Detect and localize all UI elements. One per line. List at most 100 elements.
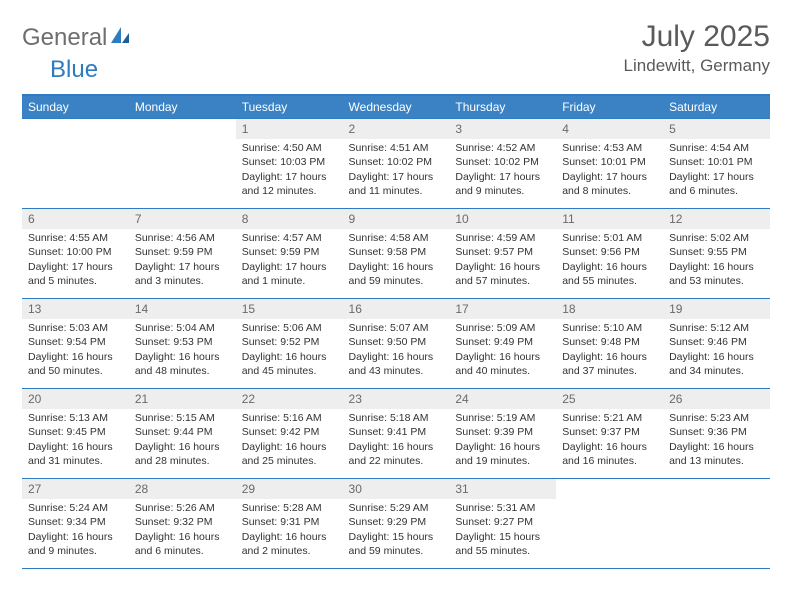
day-cell xyxy=(556,479,663,569)
sunset-line: Sunset: 9:27 PM xyxy=(455,515,550,529)
sunrise-line: Sunrise: 5:04 AM xyxy=(135,321,230,335)
sunrise-line: Sunrise: 5:12 AM xyxy=(669,321,764,335)
daylight-line: Daylight: 16 hours and 34 minutes. xyxy=(669,350,764,378)
daylight-line: Daylight: 16 hours and 57 minutes. xyxy=(455,260,550,288)
week-row: 13Sunrise: 5:03 AMSunset: 9:54 PMDayligh… xyxy=(22,299,770,389)
day-number: 25 xyxy=(556,389,663,409)
daylight-line: Daylight: 16 hours and 9 minutes. xyxy=(28,530,123,558)
day-text: Sunrise: 4:55 AMSunset: 10:00 PMDaylight… xyxy=(22,229,129,292)
day-text: Sunrise: 5:04 AMSunset: 9:53 PMDaylight:… xyxy=(129,319,236,382)
day-text: Sunrise: 5:10 AMSunset: 9:48 PMDaylight:… xyxy=(556,319,663,382)
sunrise-line: Sunrise: 5:24 AM xyxy=(28,501,123,515)
day-cell xyxy=(663,479,770,569)
sunrise-line: Sunrise: 5:15 AM xyxy=(135,411,230,425)
day-cell xyxy=(22,119,129,209)
sunrise-line: Sunrise: 5:03 AM xyxy=(28,321,123,335)
logo-word1: General xyxy=(22,24,107,52)
sunrise-line: Sunrise: 5:09 AM xyxy=(455,321,550,335)
daylight-line: Daylight: 16 hours and 40 minutes. xyxy=(455,350,550,378)
sunset-line: Sunset: 9:53 PM xyxy=(135,335,230,349)
day-text: Sunrise: 4:58 AMSunset: 9:58 PMDaylight:… xyxy=(343,229,450,292)
week-row: 27Sunrise: 5:24 AMSunset: 9:34 PMDayligh… xyxy=(22,479,770,569)
sunset-line: Sunset: 9:46 PM xyxy=(669,335,764,349)
calendar-table: Sunday Monday Tuesday Wednesday Thursday… xyxy=(22,94,770,569)
week-row: 1Sunrise: 4:50 AMSunset: 10:03 PMDayligh… xyxy=(22,119,770,209)
day-text: Sunrise: 5:09 AMSunset: 9:49 PMDaylight:… xyxy=(449,319,556,382)
sunrise-line: Sunrise: 5:28 AM xyxy=(242,501,337,515)
day-text: Sunrise: 5:28 AMSunset: 9:31 PMDaylight:… xyxy=(236,499,343,562)
day-cell xyxy=(129,119,236,209)
day-number: 31 xyxy=(449,479,556,499)
day-text: Sunrise: 4:50 AMSunset: 10:03 PMDaylight… xyxy=(236,139,343,202)
day-number: 12 xyxy=(663,209,770,229)
day-cell: 4Sunrise: 4:53 AMSunset: 10:01 PMDayligh… xyxy=(556,119,663,209)
day-cell: 26Sunrise: 5:23 AMSunset: 9:36 PMDayligh… xyxy=(663,389,770,479)
day-cell: 17Sunrise: 5:09 AMSunset: 9:49 PMDayligh… xyxy=(449,299,556,389)
day-cell: 14Sunrise: 5:04 AMSunset: 9:53 PMDayligh… xyxy=(129,299,236,389)
sunrise-line: Sunrise: 5:07 AM xyxy=(349,321,444,335)
sunset-line: Sunset: 9:45 PM xyxy=(28,425,123,439)
daylight-line: Daylight: 16 hours and 50 minutes. xyxy=(28,350,123,378)
day-number: 8 xyxy=(236,209,343,229)
day-cell: 13Sunrise: 5:03 AMSunset: 9:54 PMDayligh… xyxy=(22,299,129,389)
day-text: Sunrise: 4:56 AMSunset: 9:59 PMDaylight:… xyxy=(129,229,236,292)
dayhead-fri: Friday xyxy=(556,95,663,119)
day-cell: 5Sunrise: 4:54 AMSunset: 10:01 PMDayligh… xyxy=(663,119,770,209)
day-cell: 11Sunrise: 5:01 AMSunset: 9:56 PMDayligh… xyxy=(556,209,663,299)
day-number: 26 xyxy=(663,389,770,409)
day-cell: 27Sunrise: 5:24 AMSunset: 9:34 PMDayligh… xyxy=(22,479,129,569)
daylight-line: Daylight: 17 hours and 8 minutes. xyxy=(562,170,657,198)
day-number: 9 xyxy=(343,209,450,229)
sunrise-line: Sunrise: 5:31 AM xyxy=(455,501,550,515)
day-number: 11 xyxy=(556,209,663,229)
day-text: Sunrise: 4:51 AMSunset: 10:02 PMDaylight… xyxy=(343,139,450,202)
day-text: Sunrise: 5:07 AMSunset: 9:50 PMDaylight:… xyxy=(343,319,450,382)
day-text: Sunrise: 5:31 AMSunset: 9:27 PMDaylight:… xyxy=(449,499,556,562)
day-text: Sunrise: 5:16 AMSunset: 9:42 PMDaylight:… xyxy=(236,409,343,472)
day-number: 10 xyxy=(449,209,556,229)
sunset-line: Sunset: 9:49 PM xyxy=(455,335,550,349)
day-text: Sunrise: 5:06 AMSunset: 9:52 PMDaylight:… xyxy=(236,319,343,382)
day-cell: 9Sunrise: 4:58 AMSunset: 9:58 PMDaylight… xyxy=(343,209,450,299)
day-cell: 16Sunrise: 5:07 AMSunset: 9:50 PMDayligh… xyxy=(343,299,450,389)
day-number: 22 xyxy=(236,389,343,409)
logo: General xyxy=(22,24,133,52)
sunrise-line: Sunrise: 5:10 AM xyxy=(562,321,657,335)
day-number: 3 xyxy=(449,119,556,139)
sunset-line: Sunset: 9:39 PM xyxy=(455,425,550,439)
daylight-line: Daylight: 16 hours and 31 minutes. xyxy=(28,440,123,468)
daylight-line: Daylight: 16 hours and 53 minutes. xyxy=(669,260,764,288)
sunrise-line: Sunrise: 5:26 AM xyxy=(135,501,230,515)
sunrise-line: Sunrise: 4:54 AM xyxy=(669,141,764,155)
daylight-line: Daylight: 17 hours and 3 minutes. xyxy=(135,260,230,288)
day-cell: 18Sunrise: 5:10 AMSunset: 9:48 PMDayligh… xyxy=(556,299,663,389)
day-number: 24 xyxy=(449,389,556,409)
day-text: Sunrise: 5:15 AMSunset: 9:44 PMDaylight:… xyxy=(129,409,236,472)
daylight-line: Daylight: 16 hours and 22 minutes. xyxy=(349,440,444,468)
sunrise-line: Sunrise: 4:55 AM xyxy=(28,231,123,245)
sunset-line: Sunset: 9:32 PM xyxy=(135,515,230,529)
day-number: 7 xyxy=(129,209,236,229)
day-text: Sunrise: 5:01 AMSunset: 9:56 PMDaylight:… xyxy=(556,229,663,292)
sunrise-line: Sunrise: 4:56 AM xyxy=(135,231,230,245)
day-text: Sunrise: 5:26 AMSunset: 9:32 PMDaylight:… xyxy=(129,499,236,562)
day-number: 20 xyxy=(22,389,129,409)
day-cell: 29Sunrise: 5:28 AMSunset: 9:31 PMDayligh… xyxy=(236,479,343,569)
day-number: 4 xyxy=(556,119,663,139)
daylight-line: Daylight: 16 hours and 25 minutes. xyxy=(242,440,337,468)
day-cell: 30Sunrise: 5:29 AMSunset: 9:29 PMDayligh… xyxy=(343,479,450,569)
day-cell: 10Sunrise: 4:59 AMSunset: 9:57 PMDayligh… xyxy=(449,209,556,299)
sunrise-line: Sunrise: 4:53 AM xyxy=(562,141,657,155)
daylight-line: Daylight: 16 hours and 37 minutes. xyxy=(562,350,657,378)
daylight-line: Daylight: 16 hours and 45 minutes. xyxy=(242,350,337,378)
sunrise-line: Sunrise: 5:18 AM xyxy=(349,411,444,425)
sunrise-line: Sunrise: 5:16 AM xyxy=(242,411,337,425)
sunset-line: Sunset: 9:56 PM xyxy=(562,245,657,259)
daylight-line: Daylight: 16 hours and 13 minutes. xyxy=(669,440,764,468)
sunset-line: Sunset: 10:02 PM xyxy=(349,155,444,169)
sunset-line: Sunset: 9:29 PM xyxy=(349,515,444,529)
day-text: Sunrise: 5:24 AMSunset: 9:34 PMDaylight:… xyxy=(22,499,129,562)
day-number: 29 xyxy=(236,479,343,499)
sunset-line: Sunset: 9:52 PM xyxy=(242,335,337,349)
day-number: 19 xyxy=(663,299,770,319)
